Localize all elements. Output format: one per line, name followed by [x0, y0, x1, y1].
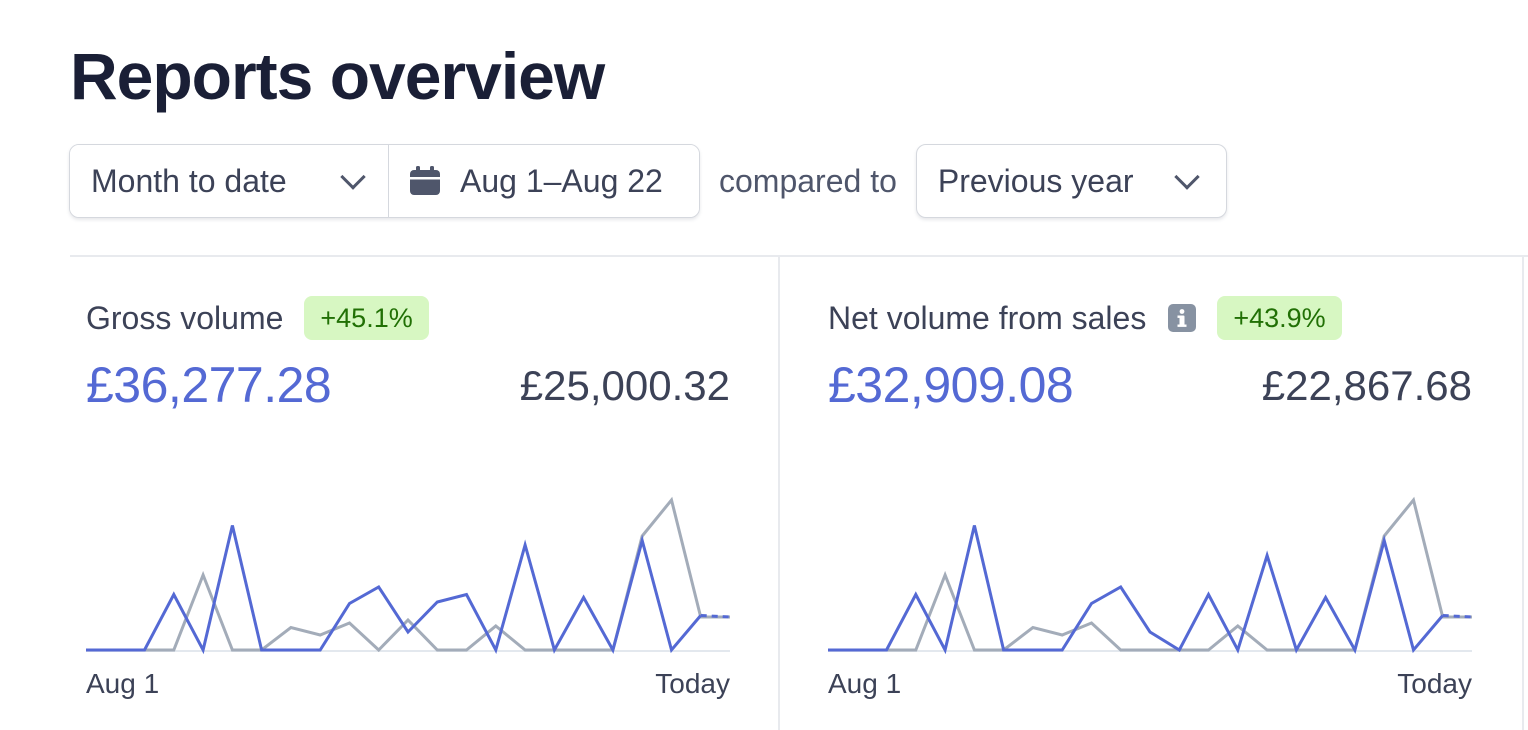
card-header: Net volume from sales +43.9%: [828, 296, 1342, 340]
current-value: £36,277.28: [86, 357, 332, 413]
period-dropdown-label: Month to date: [91, 162, 287, 199]
filter-bar: Month to date Aug 1–Aug 22 compared to P…: [69, 144, 1227, 218]
change-badge: +43.9%: [1217, 296, 1342, 340]
x-axis-start-label: Aug 1: [86, 668, 160, 699]
comparison-dropdown-label: Previous year: [937, 162, 1134, 199]
card-title: Gross volume: [86, 299, 284, 336]
net-volume-card[interactable]: Net volume from sales +43.9% £32,909.08 …: [828, 256, 1472, 730]
change-badge: +45.1%: [304, 296, 429, 340]
current-value: £32,909.08: [828, 357, 1074, 413]
compared-to-label: compared to: [719, 162, 897, 199]
calendar-icon: [409, 166, 441, 196]
info-icon[interactable]: [1168, 304, 1197, 332]
card-title: Net volume from sales: [828, 299, 1147, 336]
section-divider: [70, 255, 1528, 257]
gross-volume-card[interactable]: Gross volume +45.1% £36,277.28 £25,000.3…: [86, 256, 730, 730]
gross-volume-line-chart: [86, 496, 730, 655]
net-volume-line-chart: [828, 496, 1472, 655]
chevron-down-icon: [340, 164, 366, 190]
x-axis-start-label: Aug 1: [828, 668, 902, 699]
previous-value: £25,000.32: [519, 362, 730, 409]
card-header: Gross volume +45.1%: [86, 296, 429, 340]
current-series-line: [828, 525, 1444, 655]
comparison-dropdown[interactable]: Previous year: [915, 144, 1227, 218]
period-dropdown[interactable]: Month to date: [70, 145, 388, 217]
date-filter-group: Month to date Aug 1–Aug 22: [69, 144, 700, 218]
date-range-label: Aug 1–Aug 22: [460, 162, 663, 199]
page-title: Reports overview: [70, 39, 605, 113]
current-series-projection-line: [1442, 614, 1472, 619]
card-divider: [778, 256, 780, 730]
x-axis-end-label: Today: [655, 668, 730, 699]
card-divider: [1522, 256, 1524, 730]
current-series-projection-line: [700, 614, 730, 619]
chevron-down-icon: [1174, 164, 1200, 190]
current-series-line: [86, 525, 702, 655]
previous-value: £22,867.68: [1261, 362, 1472, 409]
date-range-picker[interactable]: Aug 1–Aug 22: [388, 145, 699, 217]
x-axis-end-label: Today: [1397, 668, 1472, 699]
